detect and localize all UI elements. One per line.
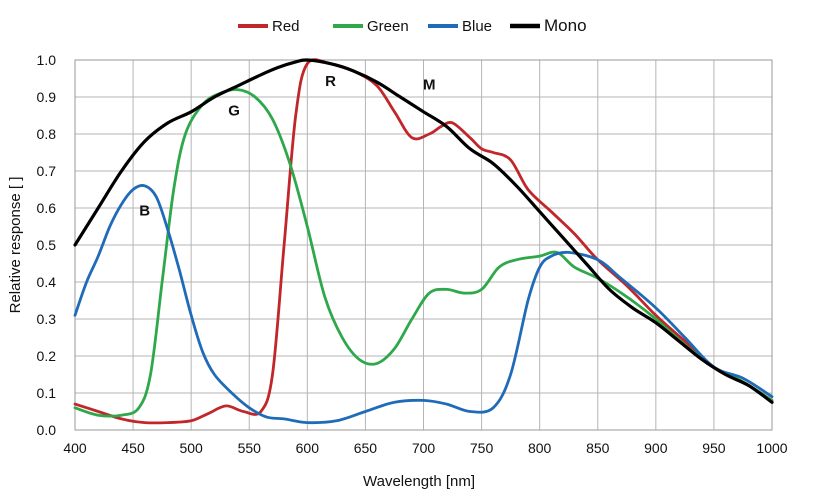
- legend-label-red: Red: [272, 18, 300, 35]
- y-tick-label: 0.8: [37, 126, 57, 142]
- y-tick-label: 0.9: [37, 89, 57, 105]
- x-tick-labels: 400 450 500 550 600 650 700 750 800 850 900 950 1000: [63, 440, 787, 456]
- x-tick-label: 950: [702, 440, 726, 456]
- x-tick-label: 450: [121, 440, 145, 456]
- y-tick-labels: 0.0 0.1 0.2 0.3 0.4 0.5 0.6 0.7 0.8 0.9 1.0: [37, 52, 57, 438]
- x-tick-label: 550: [238, 440, 262, 456]
- y-tick-label: 0.0: [37, 422, 57, 438]
- y-tick-label: 0.6: [37, 200, 57, 216]
- y-tick-label: 0.1: [37, 385, 57, 401]
- x-tick-label: 850: [586, 440, 610, 456]
- annotations: R M G B: [139, 73, 436, 219]
- x-axis-title: Wavelength [nm]: [363, 473, 475, 490]
- y-tick-label: 0.4: [37, 274, 57, 290]
- series-line-blue: [73, 184, 774, 425]
- x-tick-label: 650: [354, 440, 378, 456]
- x-tick-label: 1000: [756, 440, 787, 456]
- annotation-b: B: [139, 202, 150, 219]
- y-tick-label: 0.2: [37, 348, 57, 364]
- annotation-r: R: [325, 73, 336, 90]
- legend-label-green: Green: [367, 18, 409, 35]
- y-tick-label: 0.7: [37, 163, 57, 179]
- x-tick-label: 700: [412, 440, 436, 456]
- y-axis-title: Relative response [ ]: [7, 177, 24, 314]
- series-line-mono: [73, 58, 774, 404]
- x-tick-label: 900: [644, 440, 668, 456]
- x-tick-label: 750: [470, 440, 494, 456]
- y-tick-label: 1.0: [37, 52, 57, 68]
- y-tick-label: 0.5: [37, 237, 57, 253]
- series-layer: [73, 58, 774, 425]
- annotation-g: G: [228, 103, 240, 120]
- x-tick-label: 400: [63, 440, 87, 456]
- x-tick-label: 800: [528, 440, 552, 456]
- y-tick-label: 0.3: [37, 311, 57, 327]
- x-tick-label: 500: [179, 440, 203, 456]
- annotation-m: M: [423, 77, 436, 94]
- legend-label-blue: Blue: [462, 18, 492, 35]
- legend: Red Green Blue Mono: [238, 16, 587, 35]
- legend-label-mono: Mono: [544, 16, 587, 35]
- x-tick-label: 600: [296, 440, 320, 456]
